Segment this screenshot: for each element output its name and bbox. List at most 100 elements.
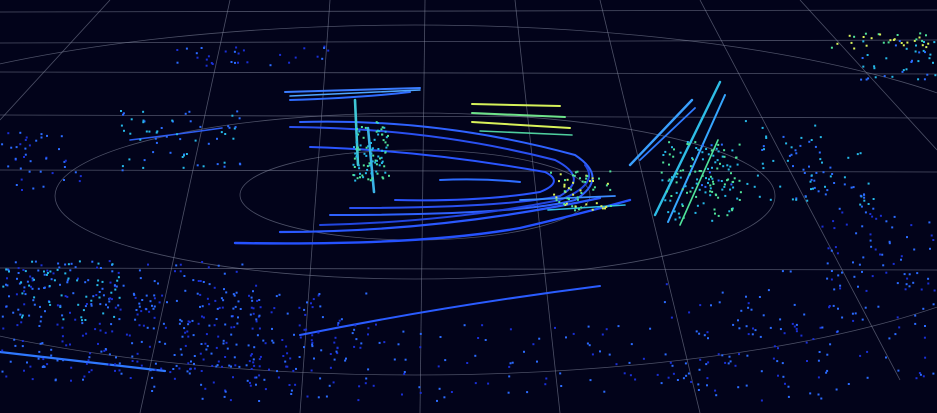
lidar-point: [251, 299, 254, 302]
lidar-point: [101, 287, 104, 290]
lidar-point: [23, 303, 26, 306]
lidar-point: [152, 151, 155, 154]
lidar-point: [311, 343, 314, 346]
lidar-point: [325, 395, 328, 398]
lidar-point: [138, 269, 141, 272]
lidar-point: [247, 344, 250, 347]
lidar-point: [258, 400, 261, 402]
lidar-point: [670, 316, 673, 319]
lidar-point: [664, 199, 667, 202]
lidar-point: [385, 146, 388, 149]
ground-scan-arcs: [0, 87, 632, 373]
lidar-point: [694, 170, 697, 173]
lidar-point: [230, 365, 232, 368]
lidar-point: [827, 247, 830, 250]
lidar-point: [933, 41, 936, 44]
lidar-point: [224, 323, 227, 326]
lidar-point: [306, 301, 308, 304]
lidar-point: [383, 341, 386, 344]
lidar-point: [808, 140, 811, 143]
lidar-point: [153, 385, 156, 388]
lidar-point: [701, 144, 704, 147]
lidar-point: [721, 291, 724, 294]
lidar-point: [249, 381, 251, 384]
lidar-point: [201, 261, 204, 263]
lidar-point: [821, 326, 824, 329]
lidar-point: [593, 186, 596, 189]
lidar-point: [39, 305, 41, 308]
lidar-point: [33, 278, 35, 281]
lidar-point: [761, 149, 764, 151]
lidar-point: [259, 306, 262, 309]
lidar-point: [199, 125, 202, 128]
lidar-point: [43, 273, 46, 276]
lidar-point: [609, 188, 612, 191]
lidar-point: [184, 289, 187, 292]
lidar-point: [378, 130, 381, 133]
lidar-point: [802, 168, 805, 171]
lidar-point: [372, 384, 375, 387]
lidar-point: [857, 285, 859, 288]
lidar-point: [826, 353, 829, 356]
lidar-point: [117, 276, 120, 279]
lidar-point: [767, 289, 770, 292]
lidar-point: [56, 304, 59, 307]
lidar-point: [826, 277, 829, 280]
lidar-point: [312, 298, 315, 301]
lidar-point: [33, 303, 36, 306]
lidar-point: [233, 127, 236, 130]
lidar-point: [833, 288, 836, 291]
lidar-point: [364, 382, 367, 385]
lidar-point: [819, 326, 822, 329]
lidar-point: [298, 356, 301, 358]
lidar-point: [826, 262, 829, 265]
lidar-point: [760, 370, 763, 373]
lidar-point: [158, 301, 161, 304]
lidar-point: [28, 144, 31, 147]
lidar-point: [565, 202, 568, 205]
lidar-point: [235, 270, 238, 273]
lidar-point: [572, 174, 574, 177]
lidar-point: [178, 322, 181, 325]
lidar-point: [145, 130, 148, 133]
lidar-point: [139, 138, 142, 141]
lidar-point: [763, 148, 765, 151]
lidar-point: [687, 372, 690, 375]
lidar-point: [609, 170, 612, 173]
lidar-point: [701, 151, 704, 154]
lidar-point: [188, 110, 191, 113]
lidar-point: [201, 397, 204, 400]
lidar-point: [723, 155, 726, 158]
lidar-point: [675, 175, 678, 178]
lidar-point: [184, 331, 187, 334]
lidar-point: [869, 239, 872, 242]
lidar-point: [906, 236, 908, 239]
lidar-point: [85, 332, 88, 335]
lidar-point: [90, 299, 93, 302]
lidar-point: [258, 374, 261, 377]
lidar-point: [815, 171, 818, 174]
lidar-point: [737, 386, 740, 389]
lidar-point: [335, 350, 338, 353]
lidar-point: [245, 364, 248, 367]
lidar-point: [681, 203, 684, 206]
lidar-point: [215, 365, 218, 368]
lidar-point: [862, 40, 865, 43]
lidar-point: [189, 120, 192, 123]
lidar-point: [609, 205, 612, 207]
lidar-point: [152, 327, 155, 330]
lidar-point: [731, 149, 734, 152]
lidar-point: [362, 164, 365, 167]
lidar-point: [119, 308, 122, 311]
lidar-point: [200, 370, 203, 372]
lidar-point: [795, 327, 798, 330]
lidar-point: [871, 215, 874, 218]
lidar-point: [8, 270, 10, 273]
lidar-point: [859, 354, 862, 357]
lidar-point: [384, 141, 387, 144]
lidar-point: [865, 289, 868, 292]
lidar-point: [160, 127, 163, 129]
lidar-point: [720, 143, 723, 146]
